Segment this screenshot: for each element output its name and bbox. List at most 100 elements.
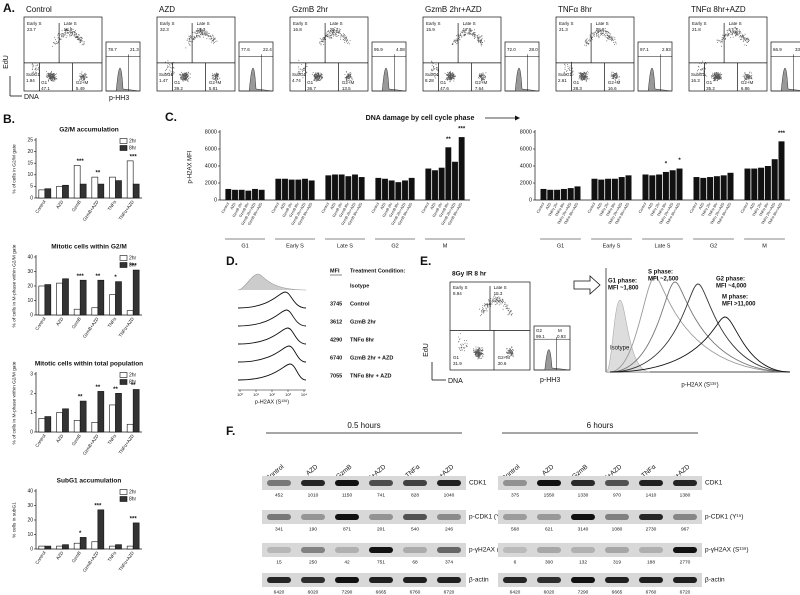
bar <box>707 177 714 200</box>
blot-band <box>571 547 595 553</box>
x-tick-label: GzmB <box>71 316 82 329</box>
flow-dots <box>564 28 620 82</box>
phase-label: M phase: <box>722 295 748 301</box>
legend-label: 8hr <box>129 496 137 502</box>
gate-value: 8.94 <box>453 291 462 296</box>
x-tick-label: AZD <box>55 433 65 444</box>
blot-band <box>639 480 663 486</box>
band-value: 6720 <box>680 589 691 595</box>
bar <box>771 159 778 200</box>
blot-band <box>335 514 359 520</box>
bar <box>97 279 105 316</box>
blot-band <box>571 577 595 583</box>
blot-band <box>335 577 359 583</box>
y-tick-label: 25 <box>27 137 33 143</box>
band-value: 741 <box>377 492 385 498</box>
chart-title: DNA damage by cell cycle phase <box>366 115 475 122</box>
bar <box>115 393 122 433</box>
chart-title: Mitotic cells within total population <box>35 361 143 368</box>
bar <box>91 307 99 316</box>
gate-label: Late S <box>596 21 609 26</box>
y-tick-label: 4000 <box>205 163 217 169</box>
blot-band <box>605 577 629 583</box>
mfi-value: 4290 <box>330 337 342 343</box>
plot-title: GzmB 2hr+AZD <box>425 5 482 14</box>
flow-frame <box>688 16 768 92</box>
y-tick-label: 5 <box>30 184 33 190</box>
blot-band <box>369 547 393 553</box>
blot-background <box>262 510 466 524</box>
band-value: 132 <box>579 559 587 565</box>
x-tick-label: TNFα+AZD <box>118 433 136 455</box>
condition-label: GzmB 2hr + AZD <box>350 355 393 361</box>
time-label: 0.5 hours <box>347 421 380 430</box>
band-value: 1330 <box>578 492 589 498</box>
bar <box>338 174 345 200</box>
bar <box>258 189 265 200</box>
isotype-label: Isotype <box>610 346 630 352</box>
condition-label: Control <box>638 202 647 214</box>
condition-label: TNFα 8hr + AZD <box>350 373 392 379</box>
chart-title: G2/M accumulation <box>59 127 119 134</box>
band-value: 375 <box>511 492 519 498</box>
bar <box>91 422 99 433</box>
condition-label: AZD <box>380 202 387 211</box>
histogram <box>237 291 307 309</box>
hist-value: 2.93 <box>662 47 671 52</box>
bar <box>554 189 561 200</box>
condition-label: GzmB 8hr <box>238 201 250 218</box>
gate-value: 15.3 <box>494 291 503 296</box>
blot-band <box>673 480 697 486</box>
y-tick-label: 20 <box>27 283 33 289</box>
bar <box>38 418 46 433</box>
y-tick-label: 1 <box>30 410 33 416</box>
hist-value: 77.6 <box>241 47 250 52</box>
x-tick-label: GzmB+AZD <box>82 550 100 573</box>
x-tick-label: GzmB+AZD <box>82 433 100 456</box>
gate-value: 19.3 <box>197 27 206 32</box>
x-axis-label: p-H2AX (S¹³⁹) <box>255 398 289 405</box>
phase-label: Early S <box>603 243 621 249</box>
gate-value: 25.7 <box>330 27 339 32</box>
bar <box>727 172 734 200</box>
x-tick-label: Control <box>34 199 46 214</box>
bar <box>656 174 663 200</box>
gate-label: G1 <box>41 80 48 85</box>
bar <box>560 188 567 200</box>
y-tick-label: 4000 <box>520 163 532 169</box>
band-value: 7290 <box>578 589 589 595</box>
isotype-curve <box>605 299 651 373</box>
hist-value: 0.93 <box>557 334 566 339</box>
bar <box>91 541 99 550</box>
bar <box>352 174 358 200</box>
band-value: 1040 <box>444 492 455 498</box>
bar <box>132 389 140 433</box>
gate-label: G2+M <box>741 80 754 85</box>
hist-value: 99.1 <box>536 334 545 339</box>
gate-value: 13.5 <box>342 86 351 91</box>
bar <box>38 285 46 316</box>
x-tick-label: 10¹ <box>253 392 259 397</box>
blot-band <box>267 480 291 486</box>
blot-background <box>498 573 702 587</box>
bar <box>288 179 295 200</box>
flow-dots <box>31 27 88 82</box>
bar <box>567 188 574 200</box>
blot-band <box>639 514 663 520</box>
bar <box>73 420 81 433</box>
band-value: 201 <box>377 526 385 532</box>
condition-label: TNFα 2hr <box>599 201 610 217</box>
blot-background <box>262 543 466 557</box>
phase-label: G1 <box>557 243 564 249</box>
bar <box>126 545 134 550</box>
significance: ** <box>95 385 100 391</box>
phase-label: M <box>762 243 767 249</box>
blot-band <box>639 547 663 553</box>
condition-label: GzmB 2hr <box>432 201 444 218</box>
axis-label: p-HH3 <box>540 377 560 384</box>
y-tick-label: 6000 <box>205 146 217 152</box>
gate-value: 28.8 <box>596 27 605 32</box>
bar <box>438 167 445 200</box>
phase-curve <box>609 316 791 373</box>
bar <box>126 423 134 433</box>
